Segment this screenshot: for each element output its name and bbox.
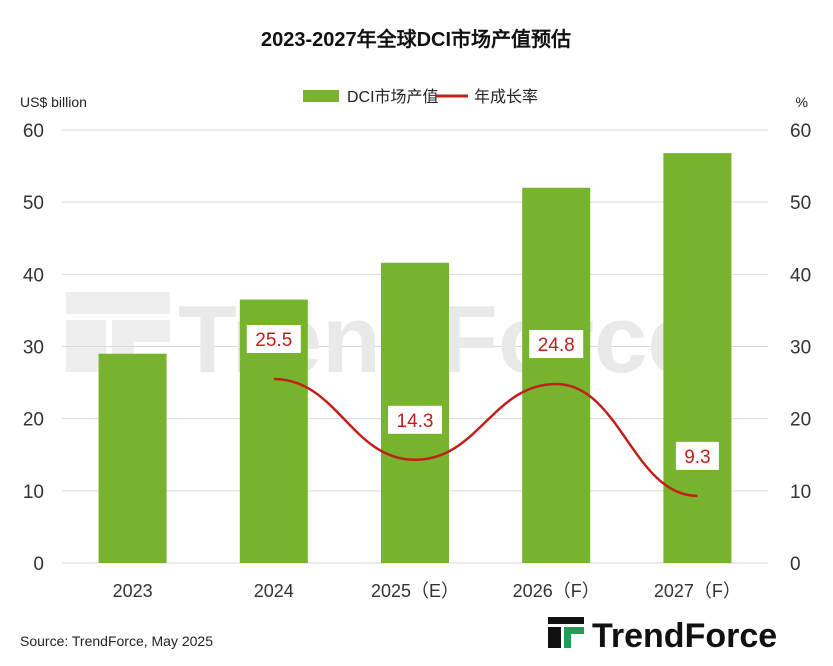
y2-tick-label: 10: [790, 482, 811, 503]
x-tick-label: 2023: [113, 581, 153, 601]
y-axis-ticks-left: 0 10 20 30 40 50 60: [23, 121, 44, 575]
growth-data-label: 25.5: [255, 330, 292, 351]
x-tick-label: 2027（F）: [654, 581, 741, 601]
y-tick-label: 20: [23, 410, 44, 431]
logo-mark-accent: [564, 627, 584, 648]
source-note: Source: TrendForce, May 2025: [20, 633, 213, 649]
trendforce-logo: TrendForce: [548, 617, 777, 655]
bar: [663, 153, 732, 564]
x-tick-label: 2026（F）: [513, 581, 600, 601]
growth-data-label: 14.3: [397, 411, 434, 432]
growth-data-label: 24.8: [538, 335, 575, 356]
y-tick-label: 40: [23, 265, 44, 286]
y-axis-ticks-right: 0 10 20 30 40 50 60: [790, 121, 811, 575]
chart-title: 2023-2027年全球DCI市场产值预估: [261, 27, 571, 51]
legend-bar-swatch: [303, 90, 339, 102]
logo-text: TrendForce: [592, 617, 777, 655]
data-label-bg: [529, 330, 584, 359]
growth-line: [273, 377, 698, 498]
y-tick-label: 50: [23, 193, 44, 214]
y2-axis-label: %: [796, 94, 808, 110]
data-label-bg: [246, 324, 301, 353]
y-tick-label: 0: [33, 554, 44, 575]
y-tick-label: 60: [23, 121, 44, 142]
x-tick-label: 2025（E）: [371, 581, 459, 601]
line-data-labels: 25.5 14.3 24.8 9.3: [246, 324, 719, 470]
y2-tick-label: 60: [790, 121, 811, 142]
y-tick-label: 30: [23, 338, 44, 359]
data-label-bg: [388, 405, 442, 434]
data-label-bg: [675, 441, 719, 470]
legend: DCI市场产值 年成长率: [303, 88, 538, 106]
logo-mark-top: [548, 617, 584, 624]
y2-tick-label: 50: [790, 193, 811, 214]
x-axis-ticks: 2023 2024 2025（E） 2026（F） 2027（F）: [113, 581, 741, 601]
y2-tick-label: 20: [790, 410, 811, 431]
bar: [98, 353, 167, 563]
y-axis-label: US$ billion: [20, 94, 87, 110]
growth-data-label: 9.3: [684, 447, 710, 468]
y-tick-label: 10: [23, 482, 44, 503]
line-series: [273, 377, 698, 498]
bar: [522, 187, 591, 563]
legend-bar-label: DCI市场产值: [347, 88, 439, 106]
logo-mark-left: [548, 627, 561, 648]
y2-tick-label: 0: [790, 554, 801, 575]
x-tick-label: 2024: [254, 581, 294, 601]
y2-tick-label: 40: [790, 265, 811, 286]
y2-tick-label: 30: [790, 338, 811, 359]
legend-line-label: 年成长率: [474, 88, 538, 106]
watermark-logo-bar-top: [66, 292, 170, 314]
